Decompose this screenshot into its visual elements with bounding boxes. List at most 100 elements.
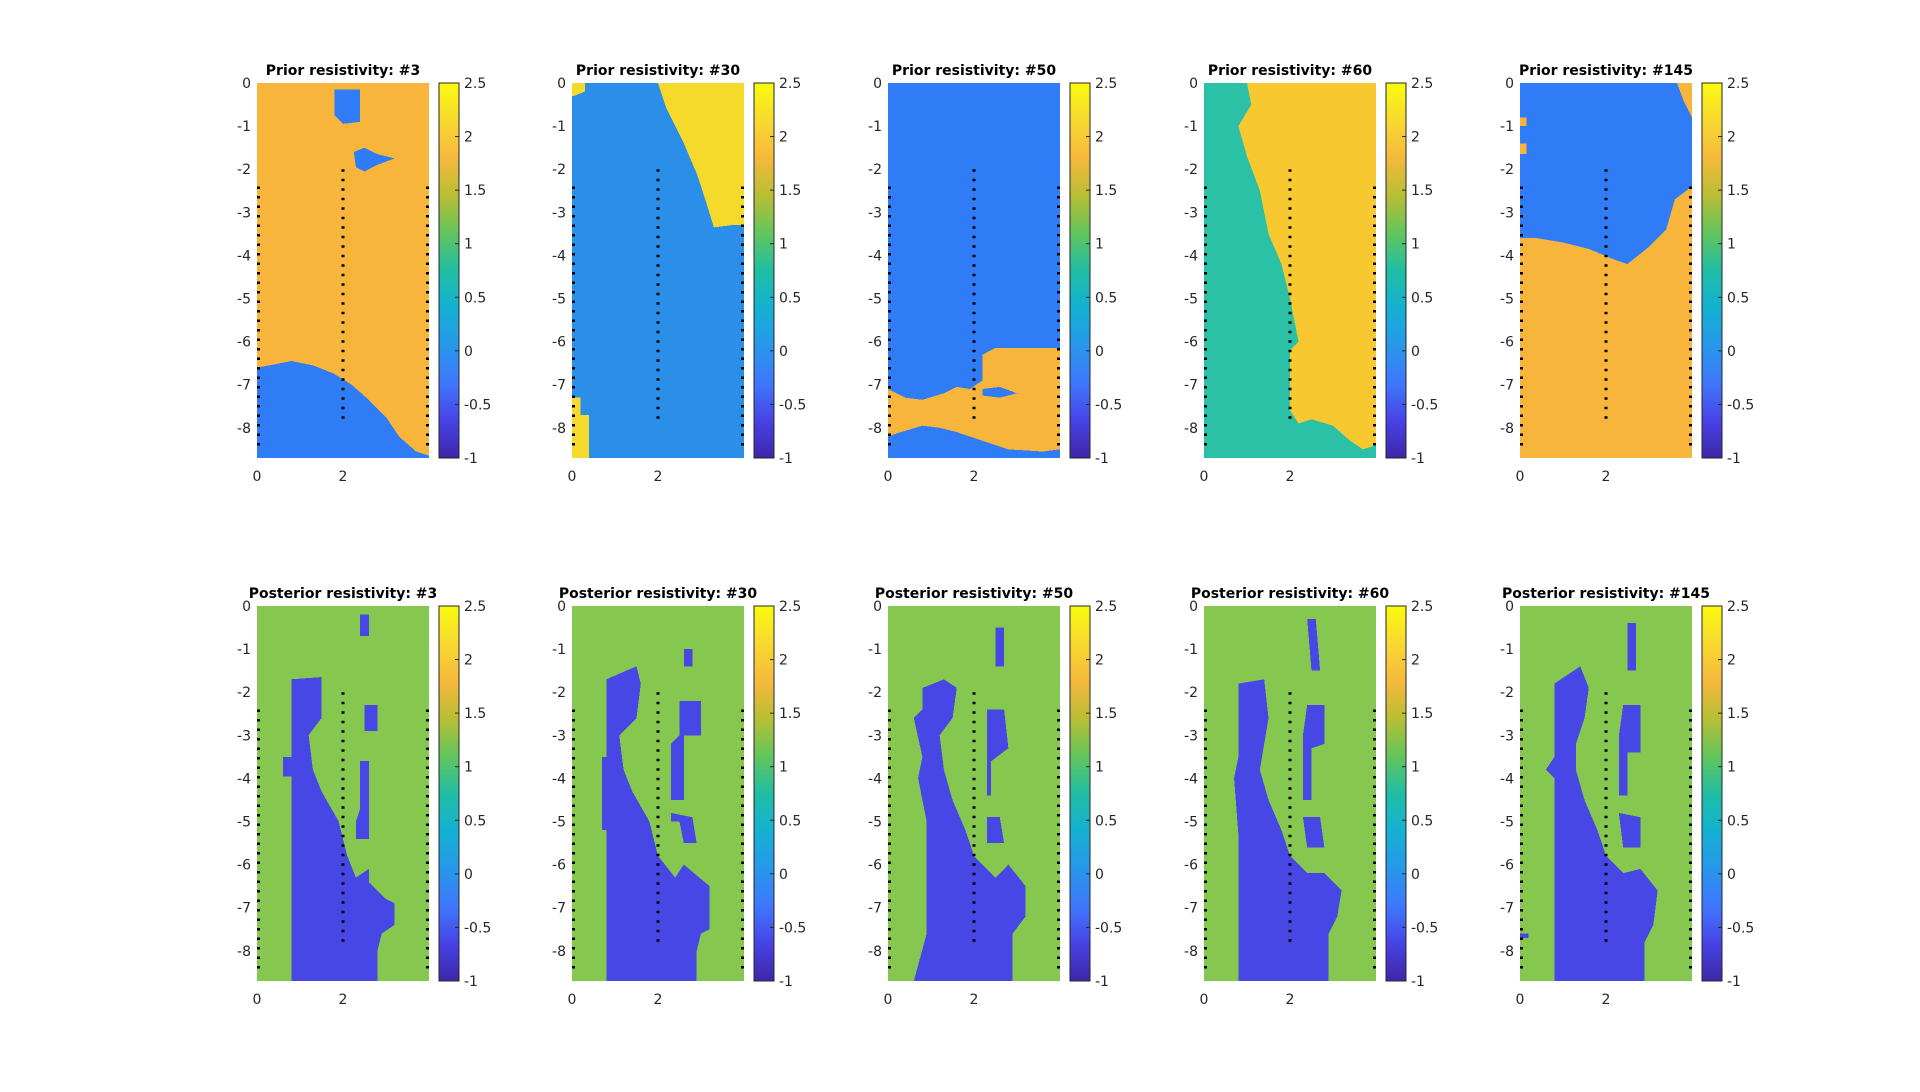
y-tick-label: -1 — [1500, 119, 1514, 135]
colorbar — [753, 82, 775, 459]
colorbar — [438, 605, 460, 982]
colorbar-tick-label: 0.5 — [779, 290, 801, 306]
y-tick-label: -1 — [1184, 119, 1198, 135]
y-tick-label: 0 — [242, 76, 251, 92]
heatmap-region — [334, 89, 361, 124]
y-tick-label: -7 — [868, 901, 882, 917]
subplot-title: Prior resistivity: #50 — [892, 63, 1056, 79]
y-tick-label: -8 — [1184, 421, 1198, 437]
colorbar-tick-label: 1.5 — [464, 183, 486, 199]
heatmap-region — [572, 397, 590, 458]
subplot-title: Posterior resistivity: #145 — [1502, 586, 1710, 602]
y-tick-label: -6 — [1500, 858, 1514, 874]
y-tick-label: -8 — [868, 944, 882, 960]
colorbar-tick-label: 1 — [1411, 237, 1420, 253]
colorbar — [438, 82, 460, 459]
colorbar-tick-label: 2.5 — [1727, 599, 1749, 615]
colorbar-tick-label: 1.5 — [1411, 183, 1433, 199]
x-tick-label: 2 — [1602, 469, 1611, 485]
y-tick-label: -6 — [1500, 335, 1514, 351]
x-tick-label: 0 — [253, 992, 262, 1008]
y-tick-label: -7 — [1500, 378, 1514, 394]
subplot-posterior-4: 0 -1 -2 -3 -4 -5 -6 -7 -8 0 2 Posterior resistivity… — [1184, 586, 1438, 1008]
colorbar-tick-label: 2 — [1095, 130, 1104, 146]
colorbar-tick-label: -0.5 — [1411, 397, 1438, 413]
x-tick-label: 2 — [339, 469, 348, 485]
heatmap-region — [1545, 666, 1658, 981]
heatmap-region — [1627, 623, 1637, 671]
colorbar-tick-label: -0.5 — [1727, 920, 1754, 936]
x-tick-label: 2 — [1602, 992, 1611, 1008]
heatmap-region — [1520, 933, 1529, 938]
heatmap-region — [257, 361, 429, 458]
y-tick-label: -4 — [237, 771, 251, 787]
colorbar-tick-label: 1 — [1727, 237, 1736, 253]
colorbar-tick-label: 1.5 — [1727, 706, 1749, 722]
y-tick-label: -3 — [1500, 205, 1514, 221]
y-tick-label: -2 — [552, 162, 566, 178]
subplot-prior-2: 0 -1 -2 -3 -4 -5 -6 -7 -8 0 2 Prior resistivity: #3… — [552, 63, 806, 485]
colorbar-tick-label: 2 — [1411, 130, 1420, 146]
colorbar-tick-label: 2.5 — [779, 599, 801, 615]
colorbar-tick-label: 1.5 — [779, 183, 801, 199]
y-tick-label: -5 — [868, 292, 882, 308]
y-tick-label: -7 — [1184, 901, 1198, 917]
y-tick-label: -3 — [237, 205, 251, 221]
y-tick-label: -7 — [237, 378, 251, 394]
subplot-title: Prior resistivity: #60 — [1208, 63, 1372, 79]
y-tick-label: 0 — [873, 599, 882, 615]
heatmap-region — [353, 147, 395, 172]
colorbar-tick-label: -1 — [1411, 974, 1425, 990]
y-tick-label: -8 — [1184, 944, 1198, 960]
heatmap-field — [888, 83, 1060, 458]
y-tick-label: -4 — [1184, 248, 1198, 264]
heatmap-region — [355, 761, 369, 839]
colorbar-tick-label: 2.5 — [779, 76, 801, 92]
y-tick-label: -7 — [552, 378, 566, 394]
heatmap-region — [982, 386, 1017, 398]
y-tick-label: -3 — [552, 205, 566, 221]
colorbar — [1701, 82, 1723, 459]
y-tick-label: -5 — [868, 815, 882, 831]
y-tick-label: 0 — [1505, 76, 1514, 92]
colorbar-tick-label: 0.5 — [1727, 813, 1749, 829]
subplot-title: Posterior resistivity: #30 — [559, 586, 758, 602]
heatmap-region — [1302, 817, 1325, 848]
y-tick-label: -4 — [552, 771, 566, 787]
colorbar-tick-label: -1 — [464, 451, 478, 467]
y-tick-label: -4 — [1500, 248, 1514, 264]
heatmap-region — [1238, 83, 1376, 450]
y-tick-label: -8 — [552, 944, 566, 960]
y-tick-label: -8 — [237, 421, 251, 437]
colorbar-tick-label: 0 — [1095, 344, 1104, 360]
y-tick-label: -3 — [1184, 728, 1198, 744]
y-tick-label: -3 — [1184, 205, 1198, 221]
y-tick-label: -6 — [868, 335, 882, 351]
heatmap-region — [1520, 117, 1527, 127]
y-tick-label: -7 — [1500, 901, 1514, 917]
heatmap-region — [1302, 705, 1325, 800]
colorbar-tick-label: 1.5 — [1095, 706, 1117, 722]
y-tick-label: -2 — [1184, 162, 1198, 178]
heatmap-field — [1520, 606, 1692, 981]
heatmap-region — [986, 817, 1005, 844]
colorbar-tick-label: 2 — [1411, 653, 1420, 669]
subplot-posterior-3: 0 -1 -2 -3 -4 -5 -6 -7 -8 0 2 Posterior resistivity… — [868, 586, 1122, 1008]
colorbar-tick-label: -1 — [1727, 974, 1741, 990]
colorbar-tick-label: 1 — [1095, 237, 1104, 253]
x-tick-label: 0 — [884, 992, 893, 1008]
x-tick-label: 2 — [1286, 469, 1295, 485]
y-tick-label: -5 — [552, 815, 566, 831]
colorbar-tick-label: 1 — [1095, 760, 1104, 776]
colorbar-tick-label: 0 — [464, 867, 473, 883]
y-tick-label: -2 — [1500, 162, 1514, 178]
y-tick-label: -4 — [868, 248, 882, 264]
colorbar-tick-label: -0.5 — [464, 920, 491, 936]
x-tick-label: 2 — [654, 992, 663, 1008]
y-tick-label: -8 — [1500, 421, 1514, 437]
colorbar-tick-label: 0.5 — [1411, 290, 1433, 306]
heatmap-field — [572, 606, 744, 981]
colorbar-tick-label: 2.5 — [1095, 76, 1117, 92]
colorbar-tick-label: 2 — [779, 130, 788, 146]
